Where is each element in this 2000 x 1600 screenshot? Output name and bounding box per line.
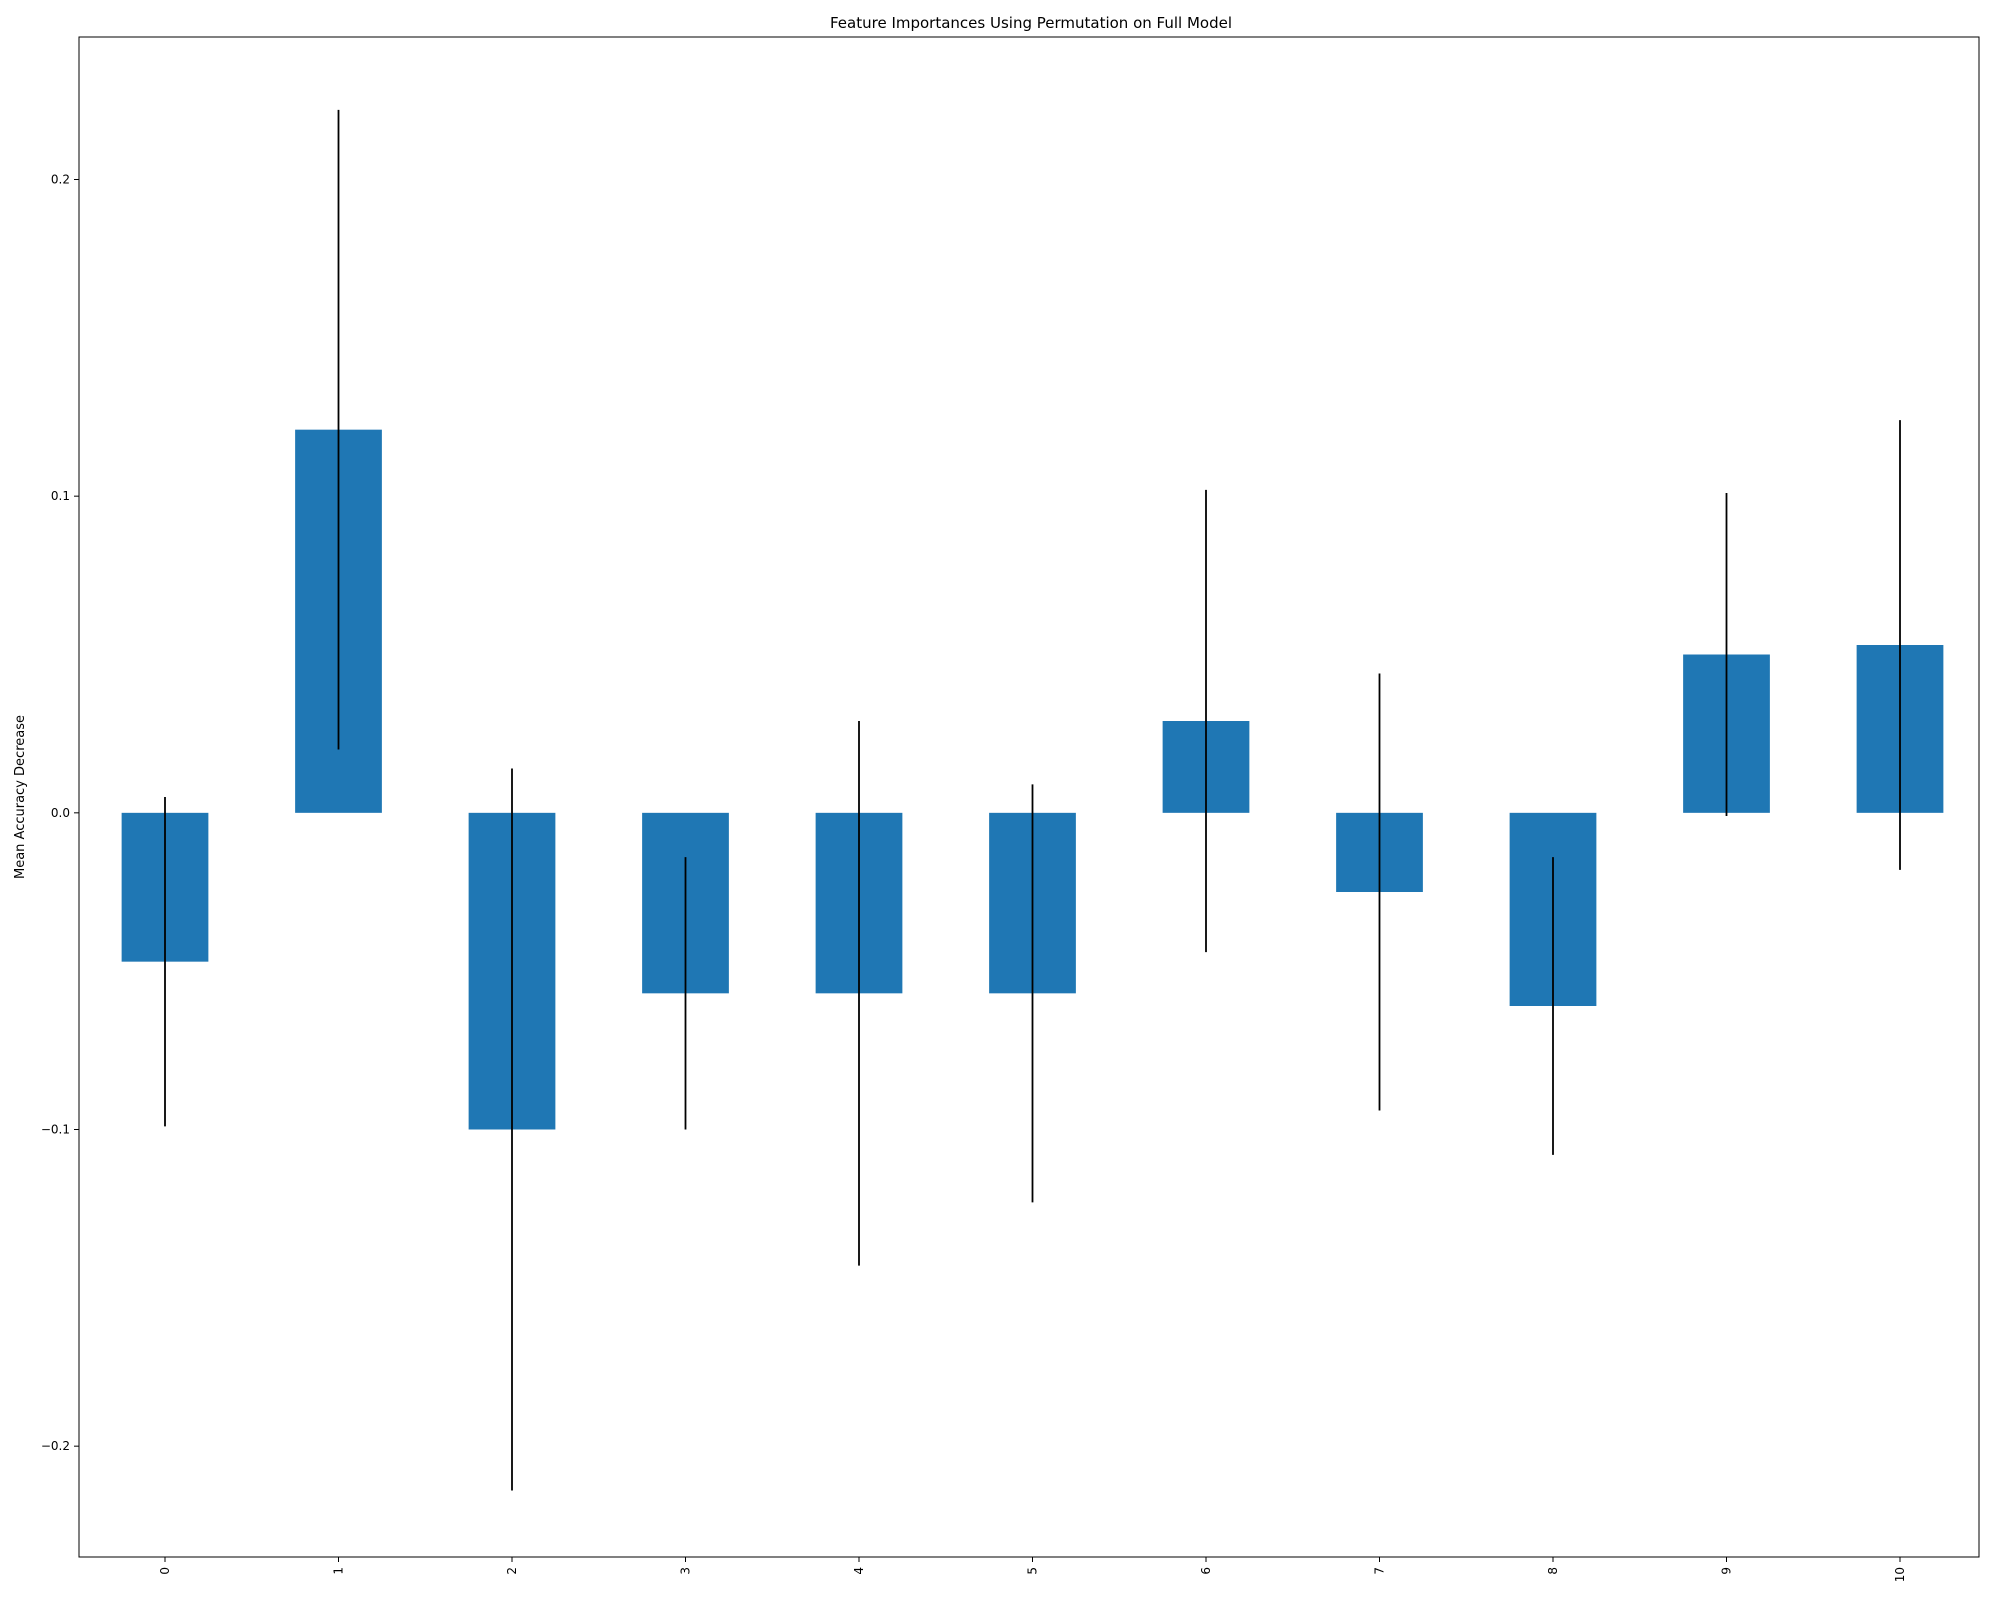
chart-title: Feature Importances Using Permutation on… bbox=[830, 14, 1232, 32]
x-tick-label: 3 bbox=[679, 1567, 693, 1575]
x-tick-label: 2 bbox=[505, 1567, 519, 1575]
y-axis-label: Mean Accuracy Decrease bbox=[13, 715, 28, 879]
x-tick-label: 1 bbox=[332, 1567, 346, 1575]
x-tick-label: 6 bbox=[1199, 1567, 1213, 1575]
y-tick-label: 0.2 bbox=[51, 173, 70, 187]
x-tick-label: 8 bbox=[1546, 1567, 1560, 1575]
y-tick-label: −0.2 bbox=[41, 1439, 70, 1453]
y-tick-label: −0.1 bbox=[41, 1123, 70, 1137]
x-tick-label: 5 bbox=[1026, 1567, 1040, 1575]
y-tick-label: 0.0 bbox=[51, 806, 70, 820]
plot-area: −0.2 −0.1 0.0 0.1 0.2 0 1 2 3 4 5 6 7 8 9 10 bbox=[41, 109, 1944, 1582]
x-tick-label: 7 bbox=[1373, 1567, 1387, 1575]
y-tick-label: 0.1 bbox=[51, 489, 70, 503]
x-tick-label: 0 bbox=[158, 1567, 172, 1575]
x-tick-label: 4 bbox=[852, 1567, 866, 1575]
x-tick-label: 9 bbox=[1720, 1567, 1734, 1575]
x-tick-label: 10 bbox=[1893, 1567, 1907, 1582]
plot-frame bbox=[78, 36, 1980, 1558]
